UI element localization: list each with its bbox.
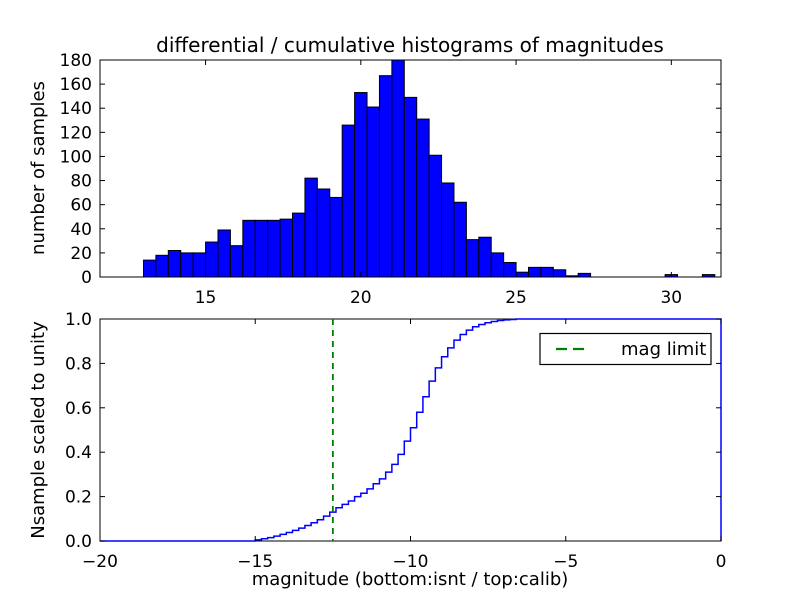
- histogram-bar: [527, 266, 542, 278]
- x-tick-label: 25: [505, 288, 527, 308]
- top-plot-frame: [99, 59, 722, 278]
- histogram-bar: [416, 118, 430, 278]
- y-tick-label: 100: [60, 147, 92, 167]
- histogram-bar: [205, 241, 219, 278]
- histogram-bar: [577, 272, 592, 278]
- top-ylabel: number of samples: [28, 81, 49, 255]
- bottom-plot: −20 −15 −10 −5 0 0.0 0.2 0.4 0.6 0.8 1.0 Nsample s…: [28, 310, 726, 590]
- legend: mag limit: [539, 332, 712, 366]
- cumulative-curve: [100, 318, 722, 542]
- histogram-bar: [229, 245, 244, 278]
- bottom-xlabel: magnitude (bottom:isnt / top:calib): [252, 569, 569, 590]
- histogram-bar: [341, 124, 356, 278]
- figure-title: differential / cumulative histograms of …: [156, 33, 664, 57]
- histogram-bar: [254, 219, 269, 278]
- x-tick-label: 0: [716, 552, 727, 572]
- y-tick-label: 160: [60, 75, 92, 95]
- histogram-bar: [453, 201, 467, 278]
- histogram-bar: [329, 196, 343, 278]
- histogram-bar: [540, 266, 554, 278]
- histogram-bar: [279, 218, 294, 278]
- histogram-bar: [503, 262, 517, 278]
- histogram-bar: [552, 269, 567, 278]
- y-tick-label: 0.6: [65, 399, 92, 419]
- bottom-plot-ticks: [99, 318, 722, 542]
- y-tick-label: 180: [60, 51, 92, 71]
- top-histogram-bars: [142, 59, 716, 278]
- histogram-bar: [192, 252, 207, 278]
- top-plot: 15 20 25 30 0 20 40 60 80 100 120 140 160 180 differe…: [28, 33, 722, 308]
- x-tick-label: −20: [82, 552, 118, 572]
- histogram-bar: [155, 254, 169, 278]
- histogram-bar: [242, 219, 256, 278]
- histogram-bar: [403, 96, 418, 278]
- y-tick-label: 0.4: [65, 443, 92, 463]
- y-tick-label: 0.2: [65, 488, 92, 508]
- histogram-bar: [490, 252, 505, 278]
- histogram-bar: [217, 229, 231, 278]
- y-tick-label: 120: [60, 123, 92, 143]
- histogram-bar: [354, 92, 368, 278]
- histogram-bar: [378, 75, 393, 278]
- x-tick-label: −5: [553, 552, 578, 572]
- histogram-bar: [142, 259, 157, 278]
- histogram-bar: [428, 154, 443, 278]
- y-tick-label: 1.0: [65, 310, 92, 330]
- histogram-bar: [465, 239, 480, 278]
- histogram-bar: [441, 182, 455, 278]
- top-plot-tick-labels: 15 20 25 30 0 20 40 60 80 100 120 140 160 180: [60, 51, 683, 308]
- x-tick-label: −15: [237, 552, 273, 572]
- y-tick-label: 0.0: [65, 532, 92, 552]
- bottom-plot-tick-labels: −20 −15 −10 −5 0 0.0 0.2 0.4 0.6 0.8 1.0: [65, 310, 726, 572]
- x-tick-label: −10: [393, 552, 429, 572]
- bottom-ylabel: Nsample scaled to unity: [28, 321, 49, 539]
- y-tick-label: 40: [70, 220, 92, 240]
- legend-box: [539, 332, 712, 366]
- x-tick-label: 15: [195, 288, 217, 308]
- histogram-bar: [478, 236, 492, 278]
- histogram-bar: [167, 249, 182, 278]
- histogram-bar: [391, 59, 405, 278]
- y-tick-label: 140: [60, 99, 92, 119]
- y-tick-label: 20: [70, 244, 92, 264]
- x-tick-label: 30: [660, 288, 682, 308]
- y-tick-label: 0.8: [65, 354, 92, 374]
- histogram-bar: [316, 188, 331, 278]
- histogram-bar: [292, 212, 306, 278]
- x-tick-label: 20: [350, 288, 372, 308]
- top-plot-ticks: [100, 59, 721, 278]
- y-tick-label: 60: [70, 196, 92, 216]
- histogram-bar: [180, 252, 194, 278]
- histogram-bar: [304, 177, 318, 278]
- histogram-bar: [515, 271, 529, 278]
- histogram-bar: [267, 219, 281, 278]
- y-tick-label: 0: [81, 268, 92, 288]
- y-tick-label: 80: [70, 172, 92, 192]
- legend-label: mag limit: [621, 339, 706, 360]
- histogram-bar: [366, 106, 380, 278]
